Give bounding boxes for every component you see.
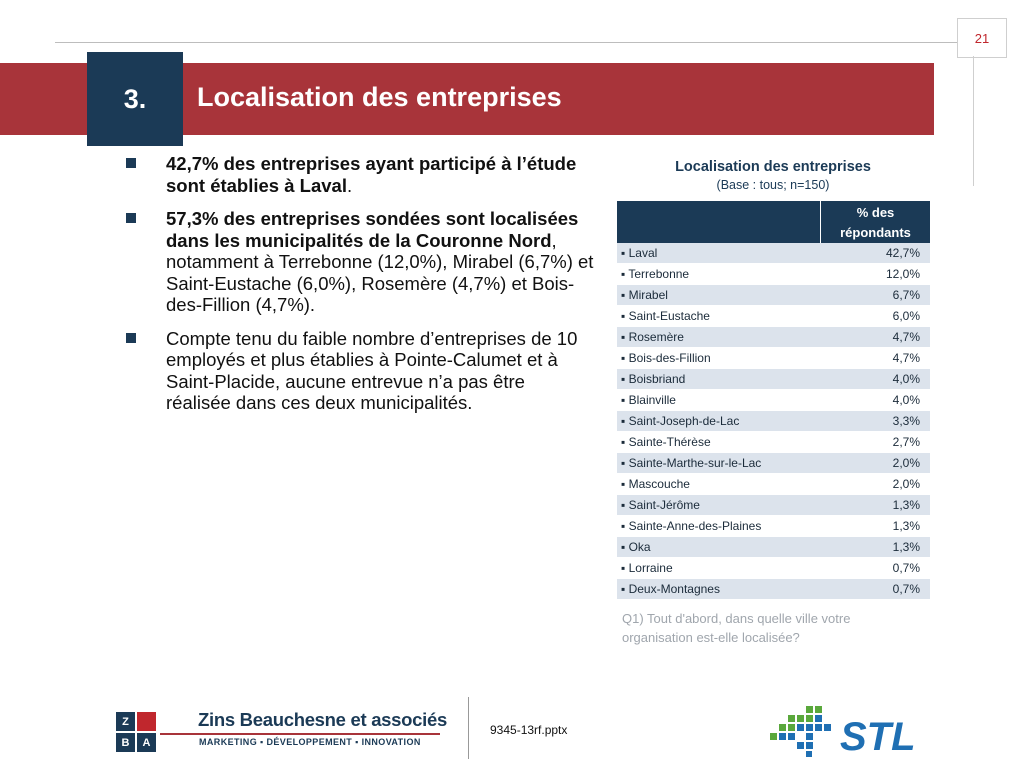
table-row: Terrebonne 12,0% (617, 264, 930, 285)
bullet-list: 42,7% des entreprises ayant participé à … (124, 153, 594, 426)
bullet-item: 57,3% des entreprises sondées sont local… (124, 208, 594, 316)
firm-underline (160, 733, 440, 735)
table-header: % des répondants (617, 201, 930, 243)
header-divider (55, 42, 977, 43)
row-label: Saint-Joseph-de-Lac (617, 414, 820, 428)
square-bullet-icon (126, 158, 136, 168)
table-row: Sainte-Anne-des-Plaines 1,3% (617, 516, 930, 537)
page-number: 21 (957, 18, 1007, 58)
row-label: Laval (617, 246, 820, 260)
row-label: Saint-Jérôme (617, 498, 820, 512)
table-body: Laval 42,7% Terrebonne 12,0% Mirabel 6,7% Sain… (617, 243, 930, 600)
row-value: 4,7% (892, 351, 920, 365)
row-value: 2,0% (892, 477, 920, 491)
row-value: 6,0% (892, 309, 920, 323)
question-note: Q1) Tout d'abord, dans quelle ville votr… (622, 611, 851, 645)
row-label: Saint-Eustache (617, 309, 820, 323)
row-value: 2,0% (892, 456, 920, 470)
row-label: Mirabel (617, 288, 820, 302)
row-value: 2,7% (892, 435, 920, 449)
row-label: Bois-des-Fillion (617, 351, 820, 365)
bullet-item: 42,7% des entreprises ayant participé à … (124, 153, 594, 196)
column-header: % des répondants (820, 201, 930, 243)
row-value: 1,3% (892, 540, 920, 554)
row-value: 3,3% (892, 414, 920, 428)
row-value: 42,7% (885, 246, 920, 260)
row-label: Boisbriand (617, 372, 820, 386)
row-label: Terrebonne (617, 267, 820, 281)
table-row: Bois-des-Fillion 4,7% (617, 348, 930, 369)
table-row: Boisbriand 4,0% (617, 369, 930, 390)
zba-logo-icon: Z B A (116, 712, 156, 752)
firm-name: Zins Beauchesne et associés (198, 709, 447, 730)
row-value: 1,3% (892, 498, 920, 512)
stl-logo-text: STL (840, 715, 916, 758)
row-label: Sainte-Marthe-sur-le-Lac (617, 456, 820, 470)
table-row: Mascouche 2,0% (617, 474, 930, 495)
row-label: Sainte-Anne-des-Plaines (617, 519, 820, 533)
row-label: Deux-Montagnes (617, 582, 820, 596)
row-label: Mascouche (617, 477, 820, 491)
table-row: Saint-Eustache 6,0% (617, 306, 930, 327)
bullet-item: Compte tenu du faible nombre d’entrepris… (124, 328, 594, 414)
square-bullet-icon (126, 332, 136, 343)
row-label: Oka (617, 540, 820, 554)
bullet-text: . (346, 174, 353, 196)
file-name: 9345-13rf.pptx (490, 723, 568, 737)
row-value: 1,3% (892, 519, 920, 533)
row-value: 6,7% (892, 288, 920, 302)
section-number: 3. (87, 52, 183, 146)
bullet-text: Compte tenu du faible nombre d’entrepris… (166, 327, 578, 414)
table-row: Saint-Joseph-de-Lac 3,3% (617, 411, 930, 432)
row-value: 4,7% (892, 330, 920, 344)
bullet-text: , notamment à Terrebonne (12,0%), Mirabe… (166, 229, 594, 316)
row-label: Rosemère (617, 330, 820, 344)
table-row: Sainte-Thérèse 2,7% (617, 432, 930, 453)
bullet-bold-text: 42,7% des entreprises ayant participé à … (166, 153, 577, 196)
table-row: Rosemère 4,7% (617, 327, 930, 348)
row-value: 0,7% (892, 561, 920, 575)
table-row: Mirabel 6,7% (617, 285, 930, 306)
table-row: Sainte-Marthe-sur-le-Lac 2,0% (617, 453, 930, 474)
table-row: Deux-Montagnes 0,7% (617, 579, 930, 600)
table-row: Saint-Jérôme 1,3% (617, 495, 930, 516)
stl-logo-icon: STL (770, 706, 916, 758)
logo-red-square (137, 712, 156, 731)
logo-letter: B (116, 733, 135, 752)
table-row: Oka 1,3% (617, 537, 930, 558)
row-value: 0,7% (892, 582, 920, 596)
row-label: Sainte-Thérèse (617, 435, 820, 449)
row-value: 4,0% (892, 393, 920, 407)
right-divider (973, 56, 974, 186)
row-value: 4,0% (892, 372, 920, 386)
table-title: Localisation des entreprises (675, 159, 871, 175)
bullet-bold-text: 57,3% des entreprises sondées sont local… (166, 208, 579, 251)
footer-divider (468, 697, 469, 759)
firm-tagline: MARKETING ▪ DÉVELOPPEMENT ▪ INNOVATION (199, 737, 421, 747)
table-base: (Base : tous; n=150) (716, 178, 830, 192)
logo-letter: A (137, 733, 156, 752)
page-title: Localisation des entreprises (197, 82, 562, 112)
logo-letter: Z (116, 712, 135, 731)
square-bullet-icon (126, 213, 136, 223)
row-value: 12,0% (885, 267, 920, 281)
location-table: % des répondants Laval 42,7% Terrebonne 12,… (617, 201, 930, 600)
row-label: Lorraine (617, 561, 820, 575)
row-label: Blainville (617, 393, 820, 407)
table-row: Blainville 4,0% (617, 390, 930, 411)
table-row: Laval 42,7% (617, 243, 930, 264)
table-row: Lorraine 0,7% (617, 558, 930, 579)
